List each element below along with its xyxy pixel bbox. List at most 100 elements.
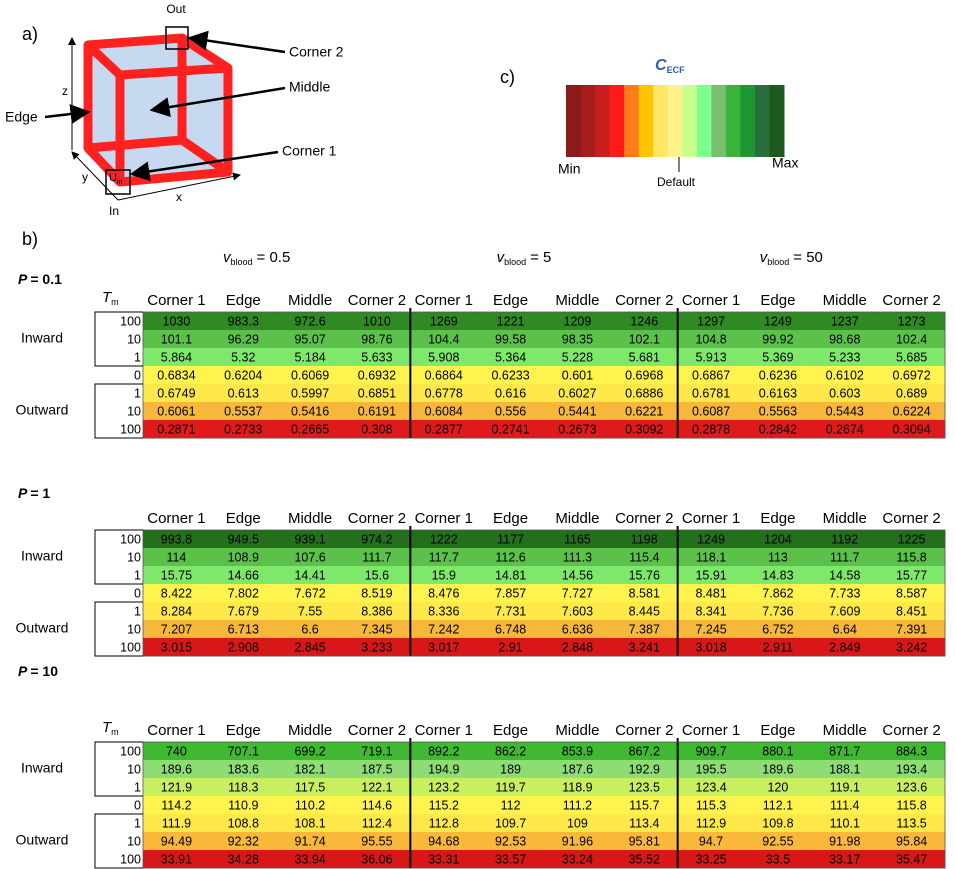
cell-value: 719.1 xyxy=(361,744,392,758)
cell-value: 8.422 xyxy=(161,586,192,600)
cell-value: 0.601 xyxy=(562,368,593,382)
cell-value: 740 xyxy=(166,744,187,758)
cell-value: 1030 xyxy=(163,314,191,328)
cell-value: 112.6 xyxy=(495,550,525,564)
cell-value: 34.28 xyxy=(228,852,259,866)
cell-value: 0.3094 xyxy=(892,422,930,436)
cell-value: 104.4 xyxy=(428,332,459,346)
column-header: Corner 2 xyxy=(882,510,940,527)
cell-value: 95.81 xyxy=(629,834,660,848)
column-header: Edge xyxy=(493,510,528,527)
v-text: = 0.5 xyxy=(257,249,291,266)
corner1-label: Corner 1 xyxy=(282,143,337,159)
column-header: Edge xyxy=(760,722,795,739)
cell-value: 0.2842 xyxy=(759,422,797,436)
cell-value: 109.8 xyxy=(762,816,793,830)
cell-value: 115.4 xyxy=(629,550,659,564)
inward-label: Inward xyxy=(21,760,63,776)
cell-value: 115.2 xyxy=(429,798,459,812)
cell-value: 99.58 xyxy=(495,332,526,346)
cell-value: 112.4 xyxy=(362,816,392,830)
cell-value: 123.2 xyxy=(428,780,459,794)
cell-value: 1249 xyxy=(764,314,792,328)
corner2-label: Corner 2 xyxy=(289,44,344,60)
cell-value: 6.752 xyxy=(762,622,793,636)
column-header: Corner 1 xyxy=(147,292,205,309)
colorbar-stripe xyxy=(668,85,683,157)
cell-value: 109 xyxy=(567,816,588,830)
cell-value: 110.2 xyxy=(295,798,325,812)
cell-value: 189.6 xyxy=(762,762,793,776)
column-header: Corner 2 xyxy=(615,722,673,739)
cell-value: 2.91 xyxy=(498,640,522,654)
cell-value: 0.6061 xyxy=(157,404,195,418)
outward-label: Outward xyxy=(16,620,69,636)
cell-value: 91.74 xyxy=(294,834,325,848)
cell-value: 0.5441 xyxy=(558,404,596,418)
cell-value: 187.5 xyxy=(361,762,392,776)
cell-value: 109.7 xyxy=(495,816,526,830)
column-header: Middle xyxy=(555,292,599,309)
v-text: = 50 xyxy=(793,249,823,266)
cell-value: 884.3 xyxy=(896,744,927,758)
column-header: Middle xyxy=(823,722,867,739)
inward-label: Inward xyxy=(21,330,63,346)
cell-value: 5.364 xyxy=(495,350,526,364)
row-label: 100 xyxy=(120,422,141,436)
cell-value: 7.672 xyxy=(294,586,325,600)
cell-value: 0.6087 xyxy=(692,404,730,418)
cell-value: 7.857 xyxy=(495,586,526,600)
cell-value: 14.83 xyxy=(762,568,793,582)
cell-value: 92.55 xyxy=(762,834,793,848)
cell-value: 1010 xyxy=(363,314,391,328)
row-label: 100 xyxy=(120,852,141,866)
cell-value: 8.284 xyxy=(161,604,192,618)
cell-value: 8.336 xyxy=(428,604,459,618)
cell-value: 0.616 xyxy=(495,386,526,400)
cell-value: 14.56 xyxy=(562,568,593,582)
cell-value: 111.7 xyxy=(362,550,391,564)
cell-value: 7.603 xyxy=(562,604,593,618)
cell-value: 118.1 xyxy=(696,550,726,564)
cell-value: 0.2741 xyxy=(491,422,529,436)
cell-value: 91.96 xyxy=(562,834,593,848)
in-label: In xyxy=(109,204,119,218)
cell-value: 113.5 xyxy=(896,816,926,830)
p-symbol: P xyxy=(18,663,28,679)
column-header: Corner 1 xyxy=(415,292,473,309)
column-header: Edge xyxy=(760,292,795,309)
outward-label: Outward xyxy=(16,832,69,848)
cell-value: 1222 xyxy=(430,532,458,546)
cell-value: 2.845 xyxy=(294,640,325,654)
edge-label: Edge xyxy=(5,109,38,125)
cell-value: 0.5416 xyxy=(291,404,329,418)
row-label: 10 xyxy=(127,622,141,636)
cell-value: 33.24 xyxy=(562,852,593,866)
row-label: 100 xyxy=(120,640,141,654)
cell-value: 8.481 xyxy=(695,586,726,600)
cell-value: 0.6224 xyxy=(892,404,930,418)
outward-label: Outward xyxy=(16,402,69,418)
cell-value: 6.713 xyxy=(228,622,259,636)
colorbar-stripe xyxy=(653,85,668,157)
cell-value: 189 xyxy=(500,762,521,776)
column-header: Middle xyxy=(823,292,867,309)
cell-value: 101.1 xyxy=(161,332,192,346)
cell-value: 2.908 xyxy=(228,640,259,654)
cell-value: 0.6084 xyxy=(425,404,463,418)
cell-value: 187.6 xyxy=(562,762,593,776)
cell-value: 15.9 xyxy=(432,568,456,582)
cell-value: 119.1 xyxy=(830,780,860,794)
cell-value: 7.862 xyxy=(762,586,793,600)
cell-value: 36.06 xyxy=(361,852,392,866)
cell-value: 3.241 xyxy=(629,640,660,654)
row-label: 100 xyxy=(120,532,141,546)
cell-value: 3.233 xyxy=(361,640,392,654)
column-header: Middle xyxy=(288,292,332,309)
cell-value: 102.4 xyxy=(896,332,927,346)
v-sub: blood xyxy=(231,257,253,267)
cell-value: 8.386 xyxy=(361,604,392,618)
cell-value: 111.2 xyxy=(563,798,592,812)
column-header: Edge xyxy=(226,292,261,309)
colorbar-stripe xyxy=(610,85,625,157)
